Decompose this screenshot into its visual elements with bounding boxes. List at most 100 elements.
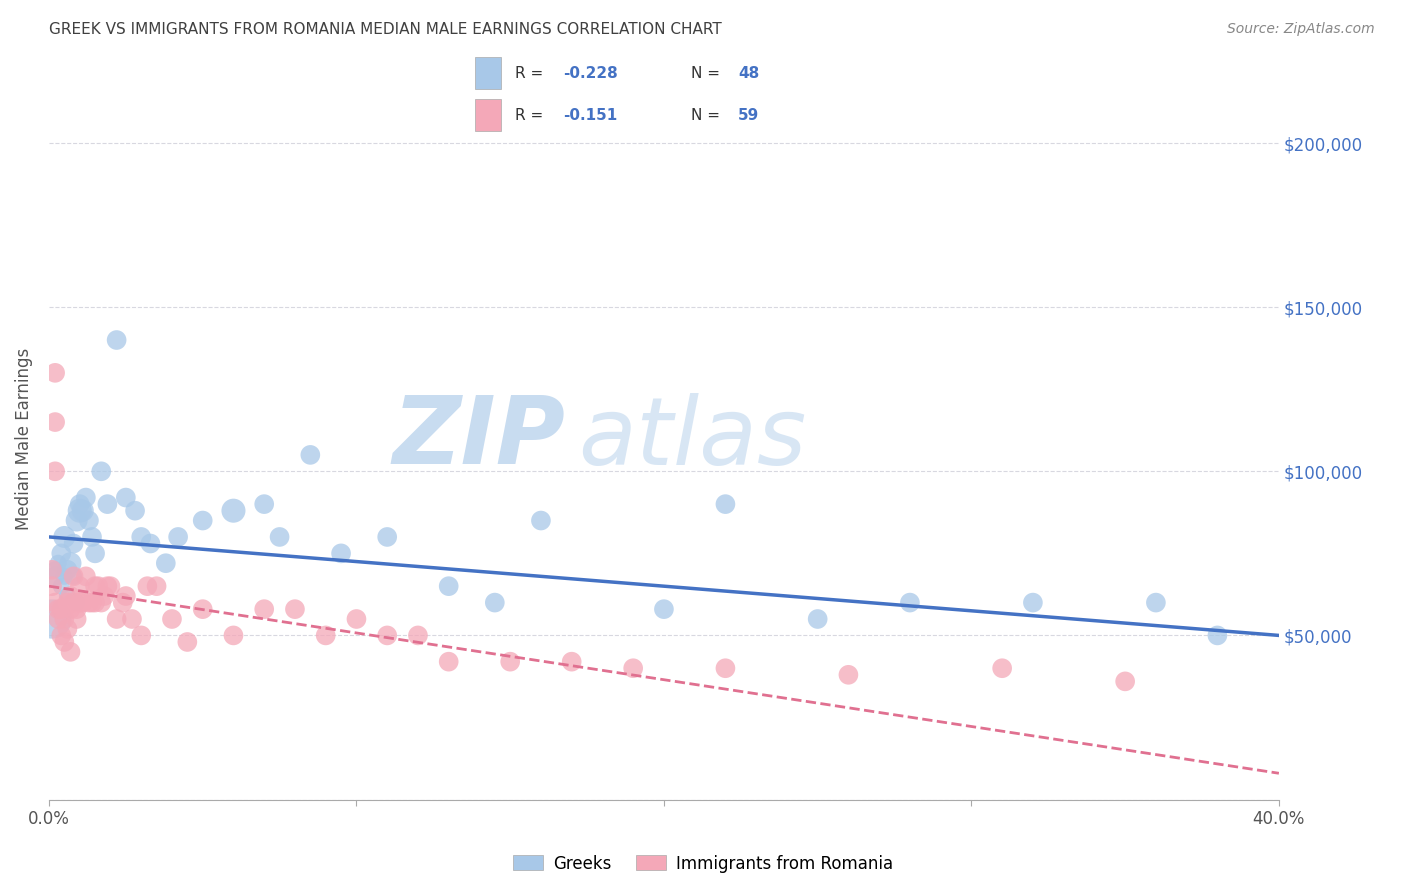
Text: R =: R = — [515, 65, 548, 80]
Point — [51, 602, 73, 616]
Point — [53, 612, 76, 626]
Point — [1144, 596, 1167, 610]
Point — [191, 602, 214, 616]
Point — [714, 661, 737, 675]
Point — [69, 497, 91, 511]
Text: N =: N = — [690, 108, 724, 123]
Point — [96, 497, 118, 511]
Point — [145, 579, 167, 593]
Point — [176, 635, 198, 649]
Text: R =: R = — [515, 108, 553, 123]
Point — [51, 579, 73, 593]
Text: GREEK VS IMMIGRANTS FROM ROMANIA MEDIAN MALE EARNINGS CORRELATION CHART: GREEK VS IMMIGRANTS FROM ROMANIA MEDIAN … — [49, 22, 721, 37]
Text: N =: N = — [690, 65, 724, 80]
Text: ZIP: ZIP — [392, 392, 565, 484]
Point — [1206, 628, 1229, 642]
Point — [72, 504, 94, 518]
Point — [51, 628, 73, 642]
Point — [105, 333, 128, 347]
Point — [46, 612, 69, 626]
Point — [121, 612, 143, 626]
Point — [69, 579, 91, 593]
Point — [136, 579, 159, 593]
Point — [299, 448, 322, 462]
Point — [59, 645, 82, 659]
Point — [139, 536, 162, 550]
Point — [155, 556, 177, 570]
Point — [1022, 596, 1045, 610]
Point — [90, 596, 112, 610]
Point — [59, 556, 82, 570]
Y-axis label: Median Male Earnings: Median Male Earnings — [15, 347, 32, 530]
Point — [84, 579, 107, 593]
Point — [330, 546, 353, 560]
Point — [66, 612, 89, 626]
Point — [96, 579, 118, 593]
Point — [484, 596, 506, 610]
Point — [69, 504, 91, 518]
Legend: Greeks, Immigrants from Romania: Greeks, Immigrants from Romania — [506, 848, 900, 880]
Point — [105, 612, 128, 626]
Point — [53, 569, 76, 583]
Point — [315, 628, 337, 642]
Point — [837, 668, 859, 682]
Point — [72, 596, 94, 610]
Point — [53, 530, 76, 544]
Text: 59: 59 — [738, 108, 759, 123]
Point — [44, 596, 66, 610]
Point — [991, 661, 1014, 675]
Point — [160, 612, 183, 626]
Point — [66, 514, 89, 528]
Point — [44, 366, 66, 380]
Point — [253, 602, 276, 616]
Point — [807, 612, 830, 626]
Point — [62, 596, 84, 610]
Point — [51, 546, 73, 560]
Point — [437, 579, 460, 593]
Point — [75, 569, 97, 583]
Point — [898, 596, 921, 610]
Point — [77, 596, 100, 610]
Point — [375, 628, 398, 642]
Point — [80, 596, 103, 610]
Point — [44, 563, 66, 577]
Point — [530, 514, 553, 528]
Point — [1114, 674, 1136, 689]
Point — [75, 491, 97, 505]
Point — [41, 563, 63, 577]
Point — [111, 596, 134, 610]
Point — [59, 589, 82, 603]
Point — [59, 602, 82, 616]
Text: 48: 48 — [738, 65, 759, 80]
Point — [84, 596, 107, 610]
Point — [56, 622, 79, 636]
Point — [80, 530, 103, 544]
Point — [69, 596, 91, 610]
Point — [269, 530, 291, 544]
Point — [44, 464, 66, 478]
Text: -0.151: -0.151 — [562, 108, 617, 123]
Point — [56, 596, 79, 610]
Point — [66, 596, 89, 610]
Point — [44, 569, 66, 583]
Point — [77, 514, 100, 528]
Point — [167, 530, 190, 544]
Point — [129, 530, 152, 544]
Point — [44, 415, 66, 429]
Point — [499, 655, 522, 669]
Point — [62, 569, 84, 583]
Point — [115, 589, 138, 603]
Text: Source: ZipAtlas.com: Source: ZipAtlas.com — [1227, 22, 1375, 37]
Point — [621, 661, 644, 675]
Point — [115, 491, 138, 505]
Point — [652, 602, 675, 616]
Point — [222, 628, 245, 642]
Point — [56, 563, 79, 577]
Point — [53, 635, 76, 649]
Point — [437, 655, 460, 669]
Point — [129, 628, 152, 642]
Point — [93, 589, 115, 603]
Point — [46, 602, 69, 616]
Point — [87, 579, 110, 593]
Point — [46, 556, 69, 570]
